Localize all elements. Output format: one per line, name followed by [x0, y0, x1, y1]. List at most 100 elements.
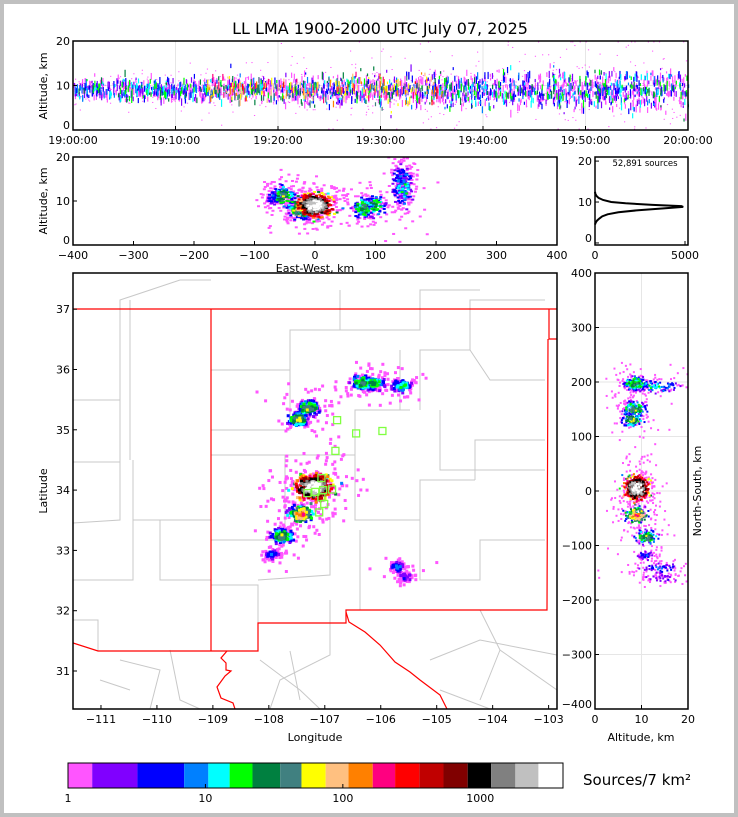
ew-source-cell	[403, 192, 407, 195]
time-source-mark	[246, 92, 248, 98]
time-source-mark	[408, 101, 410, 105]
time-source-mark	[351, 76, 353, 85]
time-source-mark	[139, 88, 141, 96]
time-source-mark	[361, 95, 363, 103]
time-source-mark	[267, 92, 269, 99]
time-source-mark	[203, 93, 205, 99]
time-source-mark	[204, 86, 206, 93]
time-source-mark	[239, 93, 242, 100]
ew-source-cell	[406, 212, 410, 215]
time-source-mark	[481, 86, 483, 90]
time-source-mark	[244, 97, 246, 102]
ew-source-cell	[327, 203, 331, 206]
time-source-mark	[351, 96, 353, 105]
time-source-mark	[267, 97, 270, 102]
time-source-mark	[221, 94, 223, 96]
time-source-mark	[234, 93, 236, 101]
ew-source-cell	[302, 182, 306, 185]
time-source-mark	[616, 89, 619, 97]
time-source-mark	[314, 82, 316, 85]
time-source-mark	[201, 102, 203, 104]
time-source-mark	[343, 96, 345, 103]
time-source-mark	[187, 92, 190, 95]
time-source-mark	[608, 96, 611, 103]
time-source-mark	[289, 91, 291, 95]
time-source-mark	[633, 107, 635, 112]
time-source-mark	[262, 76, 265, 83]
time-source-mark	[519, 92, 521, 96]
time-source-mark	[553, 84, 555, 90]
time-source-mark	[431, 99, 433, 106]
time-source-mark	[573, 92, 575, 96]
time-source-mark	[398, 93, 401, 100]
time-source-mark	[655, 96, 657, 104]
time-source-mark	[335, 90, 337, 96]
time-source-mark	[78, 82, 81, 84]
time-source-mark	[433, 101, 435, 105]
time-source-mark	[208, 87, 210, 91]
ew-source-cell	[373, 221, 377, 224]
time-source-mark	[122, 85, 125, 90]
ew-source-cell	[393, 194, 397, 197]
time-source-mark	[206, 79, 208, 83]
ew-source-cell	[356, 215, 360, 218]
ew-source-cell	[368, 203, 372, 206]
time-source-mark	[447, 96, 449, 99]
time-source-mark	[521, 89, 524, 96]
time-source-mark	[372, 79, 374, 85]
time-source-mark	[642, 97, 644, 104]
time-source-mark	[579, 41, 581, 43]
time-source-mark	[170, 74, 172, 76]
ew-source-cell	[402, 173, 406, 176]
time-source-mark	[670, 90, 672, 97]
time-source-mark	[266, 98, 268, 103]
ew-source-cell	[272, 181, 276, 184]
ew-source-cell	[269, 187, 273, 190]
time-source-mark	[97, 88, 99, 91]
ew-source-cell	[287, 212, 291, 215]
time-source-mark	[216, 79, 218, 84]
time-source-mark	[656, 79, 658, 86]
ew-source-cell	[285, 220, 289, 223]
time-source-mark	[177, 87, 179, 91]
time-source-mark	[686, 75, 688, 81]
ew-source-cell	[322, 184, 326, 187]
time-source-mark	[560, 86, 562, 91]
time-source-mark	[507, 44, 509, 46]
time-source-mark	[436, 86, 438, 94]
time-source-mark	[464, 77, 466, 82]
time-source-mark	[559, 73, 561, 77]
time-source-mark	[265, 87, 268, 92]
time-source-mark	[507, 41, 509, 43]
time-source-mark	[346, 92, 348, 100]
time-source-mark	[251, 62, 253, 64]
time-source-mark	[251, 83, 253, 91]
time-source-mark	[225, 91, 227, 98]
time-source-mark	[354, 67, 357, 69]
ew-source-cell	[290, 198, 294, 201]
time-source-mark	[309, 91, 311, 98]
ew-source-cell	[292, 190, 296, 193]
ew-source-cell	[371, 210, 375, 213]
time-source-mark	[152, 101, 154, 103]
ew-source-cell	[271, 191, 275, 194]
time-source-mark	[328, 128, 330, 130]
ew-source-cell	[392, 179, 396, 182]
time-source-mark	[182, 90, 184, 95]
time-source-mark	[280, 96, 282, 101]
time-source-mark	[185, 90, 187, 95]
time-source-mark	[294, 90, 296, 95]
time-source-mark	[551, 90, 553, 99]
time-source-mark	[355, 71, 357, 78]
time-source-mark	[522, 85, 524, 93]
ew-source-cell	[334, 194, 338, 197]
time-source-mark	[252, 87, 254, 90]
time-source-mark	[208, 102, 210, 104]
ew-source-cell	[283, 218, 287, 221]
time-source-mark	[628, 93, 630, 95]
time-source-mark	[646, 73, 648, 81]
time-source-mark	[660, 105, 662, 108]
time-source-mark	[89, 100, 91, 102]
time-source-mark	[365, 114, 367, 116]
time-source-mark	[170, 96, 173, 103]
